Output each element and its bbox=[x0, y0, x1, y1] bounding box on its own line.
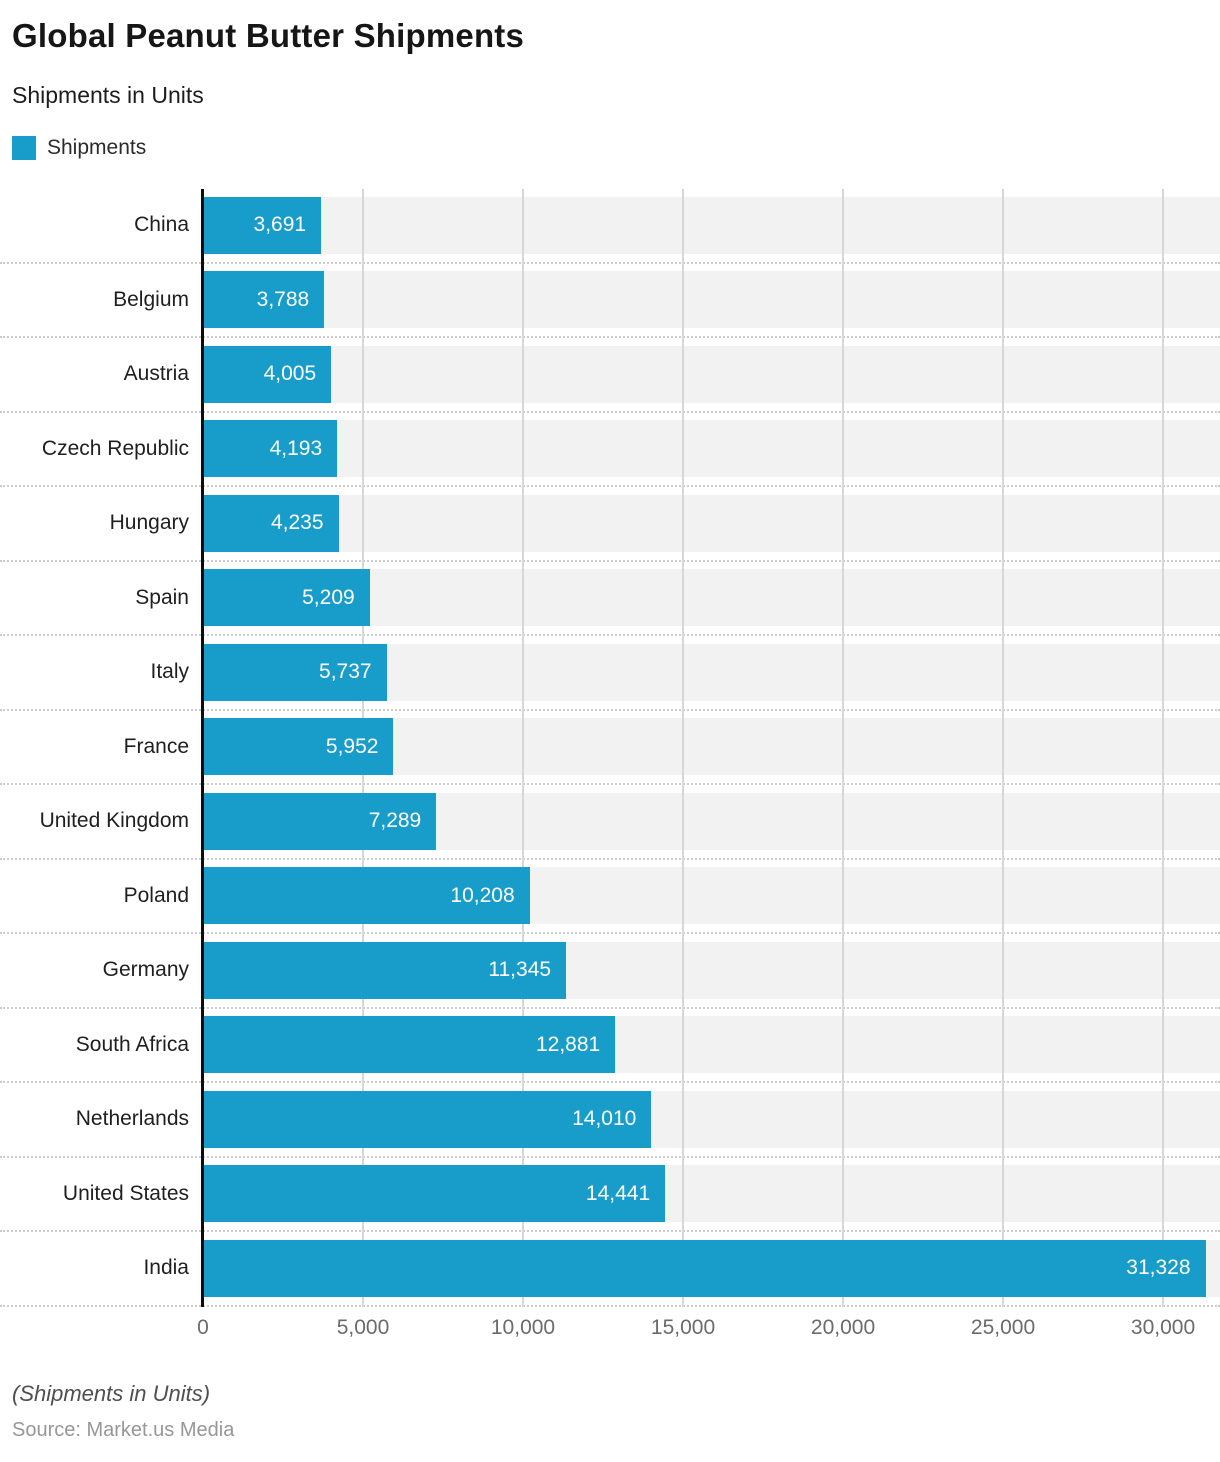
row-band: 5,209 bbox=[203, 569, 1220, 627]
chart-row: Czech Republic 4,193 bbox=[0, 413, 1220, 488]
bar: 5,952 bbox=[203, 718, 394, 776]
bar: 11,345 bbox=[203, 941, 567, 999]
plot-area: China 3,691 Belgium 3,788 Austria 4,005 Czech … bbox=[0, 189, 1220, 1307]
row-band: 12,881 bbox=[203, 1016, 1220, 1074]
bar: 5,737 bbox=[203, 643, 387, 701]
chart-row: France 5,952 bbox=[0, 711, 1220, 786]
category-label: Hungary bbox=[109, 511, 189, 535]
row-band: 3,788 bbox=[203, 271, 1220, 329]
row-band: 3,691 bbox=[203, 196, 1220, 254]
category-label: Spain bbox=[135, 585, 189, 609]
bar-value-label: 31,328 bbox=[1126, 1256, 1191, 1280]
x-axis-tick: 20,000 bbox=[810, 1315, 876, 1339]
category-label: Austria bbox=[123, 362, 189, 386]
legend: Shipments bbox=[12, 135, 1208, 161]
legend-label: Shipments bbox=[47, 136, 147, 160]
row-band: 4,235 bbox=[203, 494, 1220, 552]
bar: 4,193 bbox=[203, 420, 338, 478]
chart-row: United States 14,441 bbox=[0, 1158, 1220, 1233]
row-band: 31,328 bbox=[203, 1239, 1220, 1297]
chart-row: Belgium 3,788 bbox=[0, 264, 1220, 339]
bar-value-label: 3,788 bbox=[256, 287, 310, 311]
bar: 4,235 bbox=[203, 494, 339, 552]
chart-row: Austria 4,005 bbox=[0, 338, 1220, 413]
bar-value-label: 10,208 bbox=[450, 883, 515, 907]
bar-value-label: 5,952 bbox=[325, 734, 379, 758]
category-label: China bbox=[134, 213, 189, 237]
bar: 5,209 bbox=[203, 569, 370, 627]
category-label: South Africa bbox=[75, 1032, 189, 1056]
x-axis-tick: 10,000 bbox=[490, 1315, 556, 1339]
bar: 3,788 bbox=[203, 271, 325, 329]
bar-value-label: 7,289 bbox=[368, 809, 422, 833]
legend-swatch-icon bbox=[12, 136, 36, 161]
bar: 31,328 bbox=[203, 1239, 1206, 1297]
source-text: Source: Market.us Media bbox=[12, 1418, 235, 1441]
chart-header: Global Peanut Butter Shipments Shipments… bbox=[0, 0, 1220, 161]
bar: 4,005 bbox=[203, 345, 332, 403]
chart-row: United Kingdom 7,289 bbox=[0, 785, 1220, 860]
row-band: 14,010 bbox=[203, 1090, 1220, 1148]
bar-value-label: 4,005 bbox=[263, 362, 317, 386]
category-label: Germany bbox=[102, 958, 189, 982]
bar: 12,881 bbox=[203, 1016, 616, 1074]
row-band: 11,345 bbox=[203, 941, 1220, 999]
x-axis-tick: 25,000 bbox=[970, 1315, 1036, 1339]
bar-value-label: 5,737 bbox=[319, 660, 372, 684]
bar: 14,441 bbox=[203, 1165, 666, 1223]
category-label: Italy bbox=[150, 660, 189, 684]
bar: 10,208 bbox=[203, 867, 530, 925]
category-label: United Kingdom bbox=[39, 809, 189, 833]
chart-row: Spain 5,209 bbox=[0, 562, 1220, 637]
chart-row: Hungary 4,235 bbox=[0, 487, 1220, 562]
chart-footer: (Shipments in Units) Source: Market.us M… bbox=[0, 1351, 1220, 1442]
page-title: Global Peanut Butter Shipments bbox=[12, 17, 525, 54]
category-label: France bbox=[123, 734, 189, 758]
bar-chart: China 3,691 Belgium 3,788 Austria 4,005 Czech … bbox=[0, 189, 1220, 1351]
chart-row: South Africa 12,881 bbox=[0, 1009, 1220, 1084]
x-axis-tick: 15,000 bbox=[650, 1315, 716, 1339]
chart-subtitle: Shipments in Units bbox=[12, 81, 204, 108]
chart-row: Netherlands 14,010 bbox=[0, 1083, 1220, 1158]
chart-row: Italy 5,737 bbox=[0, 636, 1220, 711]
row-band: 10,208 bbox=[203, 867, 1220, 925]
bar: 7,289 bbox=[203, 792, 437, 850]
row-band: 5,952 bbox=[203, 718, 1220, 776]
category-label: Netherlands bbox=[75, 1107, 189, 1131]
bar-value-label: 11,345 bbox=[488, 958, 552, 982]
bar-value-label: 14,441 bbox=[585, 1181, 651, 1205]
category-label: Poland bbox=[123, 883, 189, 907]
row-band: 7,289 bbox=[203, 792, 1220, 850]
bar-value-label: 12,881 bbox=[535, 1032, 601, 1056]
x-axis-tick: 5,000 bbox=[336, 1315, 390, 1339]
bar-value-label: 4,235 bbox=[270, 511, 324, 535]
row-band: 14,441 bbox=[203, 1165, 1220, 1223]
chart-row: Poland 10,208 bbox=[0, 860, 1220, 935]
category-label: India bbox=[143, 1256, 189, 1280]
row-band: 5,737 bbox=[203, 643, 1220, 701]
category-label: United States bbox=[62, 1181, 189, 1205]
chart-row: Germany 11,345 bbox=[0, 934, 1220, 1009]
bar: 3,691 bbox=[203, 196, 322, 254]
row-band: 4,005 bbox=[203, 345, 1220, 403]
bar: 14,010 bbox=[203, 1090, 652, 1148]
x-axis-tick: 0 bbox=[197, 1315, 209, 1339]
chart-row: China 3,691 bbox=[0, 189, 1220, 264]
x-axis-tick: 30,000 bbox=[1130, 1315, 1196, 1339]
chart-row: India 31,328 bbox=[0, 1232, 1220, 1307]
bar-value-label: 5,209 bbox=[302, 585, 355, 609]
category-label: Belgium bbox=[113, 287, 189, 311]
row-band: 4,193 bbox=[203, 420, 1220, 478]
bar-value-label: 14,010 bbox=[572, 1107, 637, 1131]
x-axis: 0 5,000 10,000 15,000 20,000 25,000 30,000 bbox=[197, 1307, 1220, 1351]
bar-value-label: 3,691 bbox=[253, 213, 307, 237]
footer-note: (Shipments in Units) bbox=[12, 1380, 211, 1406]
category-label: Czech Republic bbox=[41, 436, 189, 460]
bar-value-label: 4,193 bbox=[269, 436, 323, 460]
